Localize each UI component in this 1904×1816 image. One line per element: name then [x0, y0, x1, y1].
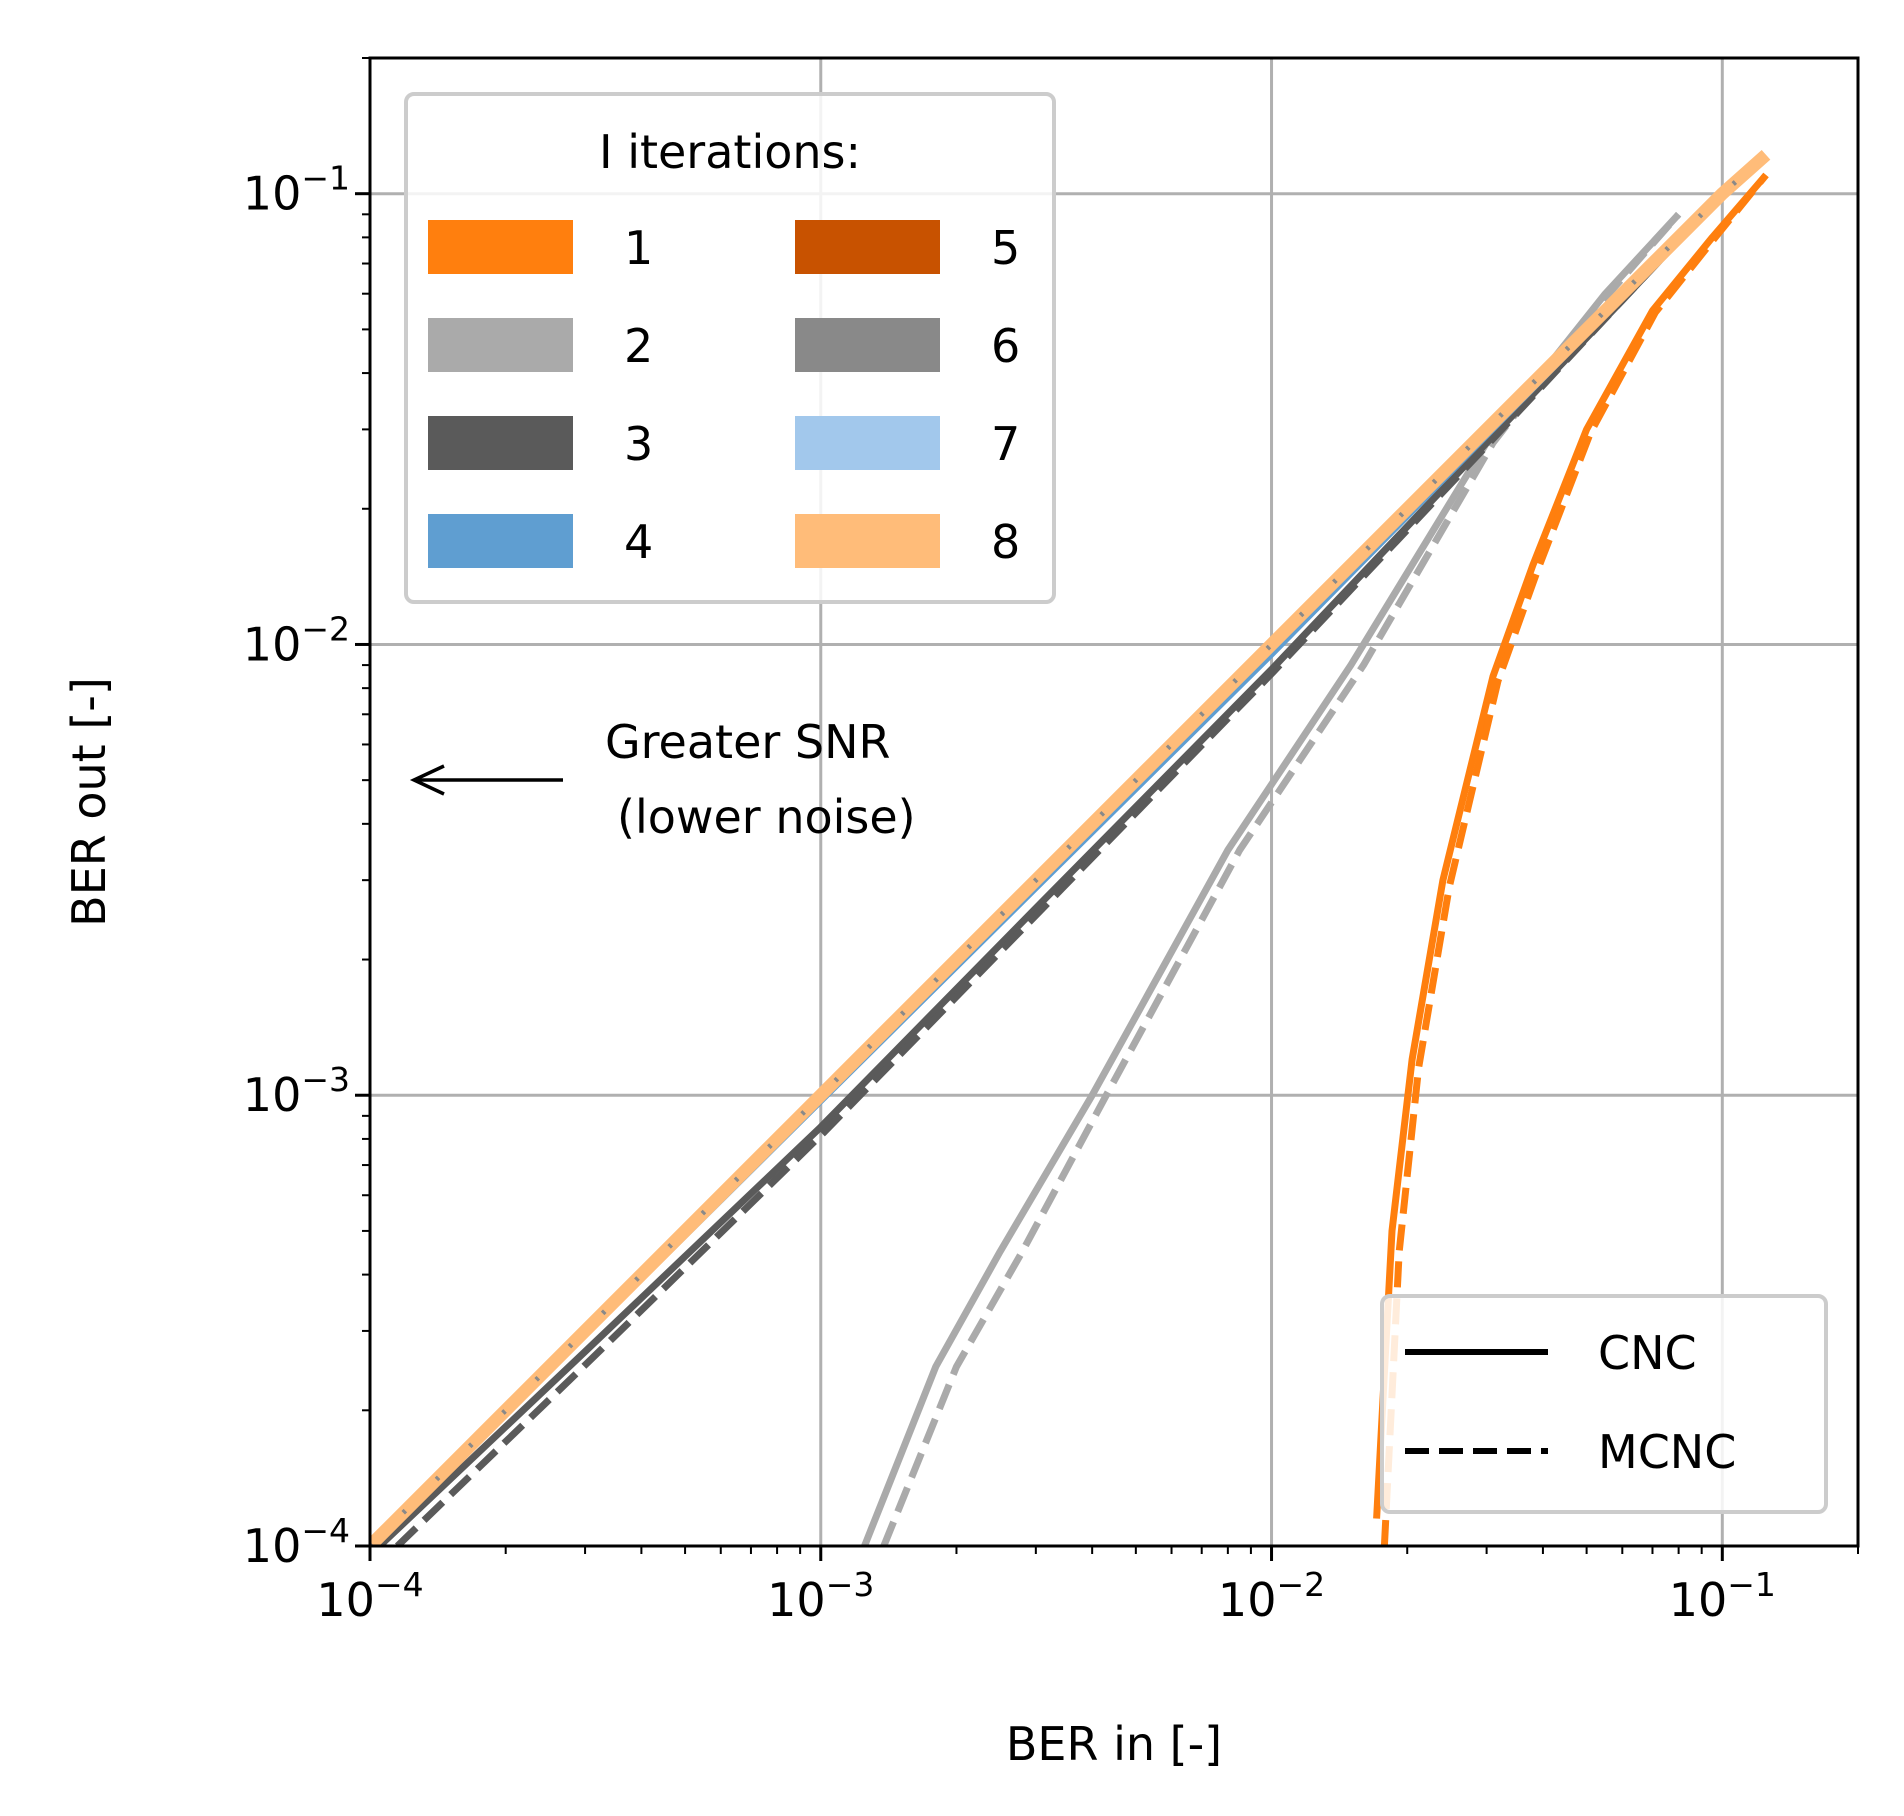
- series-1-mcnc-line: [1380, 172, 1769, 1546]
- cnc-legend-label: CNC: [1598, 1326, 1697, 1380]
- y-tick-labels: 10−4 10−3 10−2 10−1: [243, 159, 350, 1573]
- iteration-2-swatch: [428, 318, 573, 372]
- iteration-2-label: 2: [624, 319, 653, 373]
- iteration-1-swatch: [428, 220, 573, 274]
- iterations-legend-title: I iterations:: [599, 125, 861, 179]
- series-lines: [370, 149, 1771, 1546]
- x-tick-label: 10−3: [767, 1565, 874, 1627]
- iteration-4-label: 4: [624, 515, 653, 569]
- annotation-line-2: (lower noise): [617, 790, 916, 844]
- mcnc-legend-label: MCNC: [1598, 1425, 1736, 1479]
- iteration-7-label: 7: [991, 417, 1020, 471]
- series-6-mcnc-line: [370, 152, 1768, 1546]
- annotation-arrow-head: [409, 764, 445, 796]
- iteration-3-swatch: [428, 416, 573, 470]
- series-1-cnc-line: [1373, 172, 1769, 1519]
- iteration-4-swatch: [428, 514, 573, 568]
- iteration-7-swatch: [795, 416, 940, 470]
- iteration-8-label: 8: [991, 515, 1020, 569]
- iteration-3-label: 3: [624, 417, 653, 471]
- snr-annotation: Greater SNR (lower noise): [409, 715, 916, 844]
- annotation-line-1: Greater SNR: [605, 715, 890, 769]
- x-axis-label: BER in [-]: [1006, 1717, 1222, 1771]
- y-tick-label: 10−3: [243, 1060, 350, 1122]
- iterations-legend-entries: 1 2 3 4 5 6 7 8: [428, 220, 1020, 569]
- x-tick-label: 10−4: [316, 1565, 423, 1627]
- x-tick-labels: 10−4 10−3 10−2 10−1: [316, 1565, 1776, 1627]
- y-tick-label: 10−2: [243, 609, 350, 671]
- y-axis-label: BER out [-]: [62, 677, 116, 927]
- x-tick-label: 10−2: [1218, 1565, 1325, 1627]
- iteration-5-swatch: [795, 220, 940, 274]
- iterations-legend: I iterations: 1 2 3 4 5 6 7 8: [404, 92, 1056, 604]
- y-tick-label: 10−4: [243, 1511, 350, 1573]
- iteration-8-swatch: [795, 514, 940, 568]
- method-legend: CNC MCNC: [1380, 1294, 1828, 1514]
- iteration-5-label: 5: [991, 221, 1020, 275]
- x-tick-label: 10−1: [1669, 1565, 1776, 1627]
- plot-frame: [368, 56, 1860, 1548]
- iteration-6-swatch: [795, 318, 940, 372]
- axis-ticks: [355, 57, 1859, 1561]
- y-tick-label: 10−1: [243, 159, 350, 221]
- iteration-1-label: 1: [624, 221, 653, 275]
- iteration-6-label: 6: [991, 319, 1020, 373]
